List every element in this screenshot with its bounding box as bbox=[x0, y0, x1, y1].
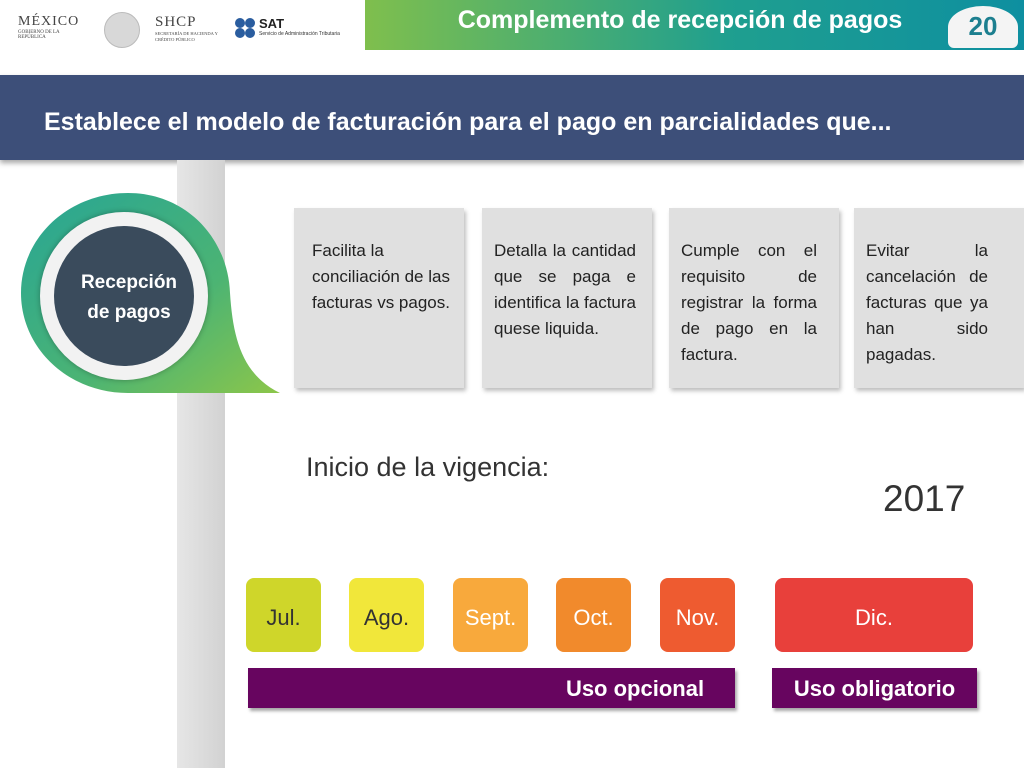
card-requirement bbox=[669, 208, 839, 388]
month-oct: Oct. bbox=[556, 578, 631, 652]
anniversary-badge-number: 20 bbox=[968, 11, 998, 41]
month-jul: Jul. bbox=[246, 578, 321, 652]
card-detail-text: Detalla la cantidad que se paga e identi… bbox=[494, 241, 636, 338]
card-conciliation bbox=[294, 208, 464, 388]
main-banner bbox=[0, 75, 1024, 160]
sat-logo-subtext: Servicio de Administración Tributaria bbox=[259, 31, 340, 37]
sat-logo-icon bbox=[234, 17, 256, 39]
shcp-logo: SHCP SECRETARÍA DE HACIENDA Y CRÉDITO PÚ… bbox=[155, 14, 225, 43]
shcp-logo-text: SHCP bbox=[155, 14, 197, 30]
mexico-logo-subtext: GOBIERNO DE LA REPÚBLICA bbox=[18, 30, 60, 40]
circle-label-line2: de pagos bbox=[87, 302, 171, 323]
sat-logo-text: SAT bbox=[259, 16, 285, 31]
month-dic: Dic. bbox=[775, 578, 973, 652]
mexico-logo-text: MÉXICO bbox=[18, 14, 80, 29]
circle-core bbox=[54, 226, 194, 366]
vigencia-label: Inicio de la vigencia: bbox=[306, 452, 550, 482]
mandatory-use-bar bbox=[772, 668, 977, 708]
card-conciliation-text: Facilita la conciliación de las facturas… bbox=[312, 241, 450, 312]
card-cancellation-text: Evitar la cancelación de facturas que ya… bbox=[866, 241, 988, 364]
main-banner-text: Establece el modelo de facturación para … bbox=[44, 108, 892, 136]
month-sept: Sept. bbox=[453, 578, 528, 652]
month-ago: Ago. bbox=[349, 578, 424, 652]
circle-label-line1: Recepción bbox=[80, 272, 178, 293]
circle-label: Recepción de pagos bbox=[54, 268, 204, 328]
vigencia-year: 2017 bbox=[883, 478, 966, 519]
optional-use-label: Uso opcional bbox=[565, 676, 705, 701]
card-cancellation bbox=[854, 208, 1024, 388]
card-detail bbox=[482, 208, 652, 388]
mandatory-use-label: Uso obligatorio bbox=[793, 676, 956, 701]
coat-of-arms-icon bbox=[104, 12, 140, 48]
optional-use-bar bbox=[248, 668, 735, 708]
mexico-logo: MÉXICO GOBIERNO DE LA REPÚBLICA bbox=[18, 14, 88, 40]
card-requirement-text: Cumple con el requisito de registrar la … bbox=[681, 241, 817, 364]
sat-logo: SAT Servicio de Administración Tributari… bbox=[259, 16, 364, 37]
shcp-logo-subtext: SECRETARÍA DE HACIENDA Y CRÉDITO PÚBLICO bbox=[155, 31, 218, 42]
header-title: Complemento de recepción de pagos bbox=[457, 6, 903, 34]
month-nov: Nov. bbox=[660, 578, 735, 652]
anniversary-badge: 20 bbox=[948, 6, 1018, 48]
header-banner bbox=[365, 0, 1024, 50]
